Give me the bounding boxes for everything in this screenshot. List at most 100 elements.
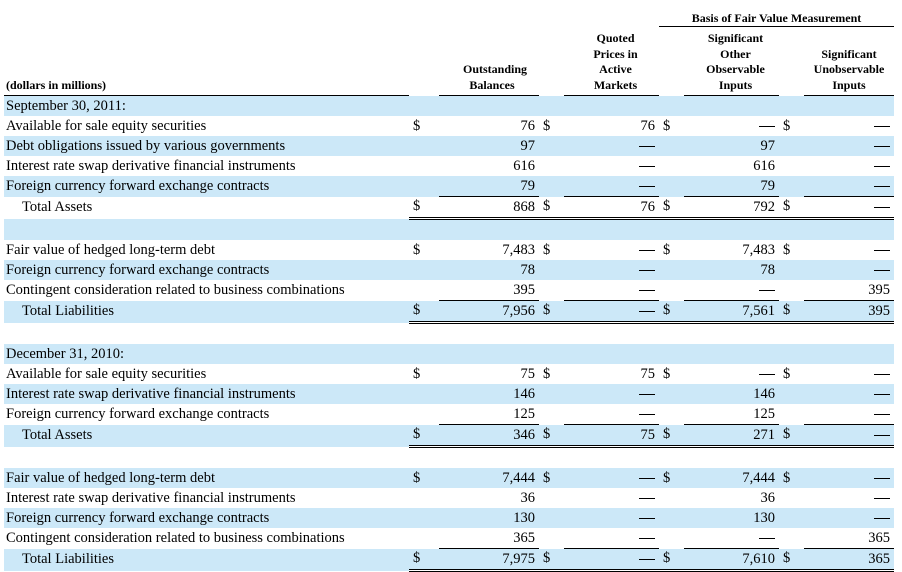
outstanding-value: 616: [513, 157, 535, 174]
observable-value: 146: [684, 384, 779, 404]
outstanding-value: 146: [439, 384, 539, 404]
table-row: Interest rate swap derivative financial …: [4, 384, 894, 404]
observable-value: 7,561: [684, 300, 779, 324]
currency-symbol: $: [779, 548, 804, 572]
row-label: Foreign currency forward exchange contra…: [4, 508, 409, 528]
nil-dash: [874, 125, 890, 127]
outstanding-value: 346: [439, 424, 539, 448]
unobservable-value: 395: [804, 280, 894, 301]
empty-cell: [409, 344, 439, 364]
currency-symbol: [409, 176, 439, 197]
quoted-value: [564, 548, 659, 572]
currency-symbol: [659, 508, 684, 528]
quoted-value: [564, 384, 659, 404]
currency-symbol: [409, 488, 439, 508]
currency-symbol: $: [409, 300, 439, 324]
currency-symbol: $: [779, 468, 804, 488]
currency-symbol: [659, 176, 684, 197]
table-row: Debt obligations issued by various gover…: [4, 136, 894, 156]
nil-dash: [639, 310, 655, 312]
nil-dash: [639, 477, 655, 479]
currency-symbol: [409, 136, 439, 156]
observable-value: 79: [684, 176, 779, 197]
currency-symbol: [539, 508, 564, 528]
nil-dash: [639, 185, 655, 187]
spacer-row: [4, 323, 894, 345]
unobservable-value: [804, 404, 894, 425]
unobservable-value: [804, 468, 894, 488]
currency-symbol: [779, 404, 804, 425]
currency-symbol: $: [779, 424, 804, 448]
spacer-cell: [4, 447, 409, 469]
table-row: Foreign currency forward exchange contra…: [4, 260, 894, 280]
unobservable-value: [804, 424, 894, 448]
nil-dash: [874, 373, 890, 375]
currency-symbol: [659, 488, 684, 508]
outstanding-value: 395: [439, 280, 539, 301]
spacer-cell: [4, 323, 409, 345]
empty-cell: [659, 344, 684, 364]
empty-cell: [684, 95, 779, 116]
unit-label: (dollars in millions): [6, 77, 107, 92]
table-row: Fair value of hedged long-term debt $7,44…: [4, 468, 894, 488]
row-label: Fair value of hedged long-term debt: [4, 468, 409, 488]
spacer-cell: [539, 218, 564, 240]
row-label: Fair value of hedged long-term debt: [6, 241, 215, 258]
outstanding-value: 7,444: [439, 468, 539, 488]
currency-symbol: [409, 384, 439, 404]
table-row: Available for sale equity securities $75 $…: [4, 364, 894, 384]
total-label: Total Liabilities: [4, 548, 409, 571]
empty-cell: [804, 95, 894, 116]
col-header-outstanding: Outstanding Balances: [463, 62, 528, 92]
spacer-cell: [804, 447, 894, 469]
observable-value: [684, 116, 779, 136]
row-label: Foreign currency forward exchange contra…: [6, 405, 270, 422]
currency-symbol: $: [783, 117, 791, 134]
nil-dash: [639, 165, 655, 167]
currency-symbol: [539, 384, 564, 404]
spacer-cell: [659, 218, 684, 240]
observable-value: 125: [684, 404, 779, 425]
currency-symbol: $: [659, 196, 684, 220]
currency-symbol: $: [663, 117, 671, 134]
quoted-value: [564, 508, 659, 528]
nil-dash: [874, 249, 890, 251]
currency-symbol: [659, 260, 684, 280]
quoted-value: 75: [640, 365, 656, 382]
unobservable-value: [804, 364, 894, 384]
nil-dash: [874, 477, 890, 479]
currency-symbol: $: [539, 424, 564, 448]
currency-symbol: $: [539, 196, 564, 220]
currency-symbol: [539, 488, 564, 508]
nil-dash: [639, 497, 655, 499]
nil-dash: [874, 165, 890, 167]
currency-symbol: $: [539, 468, 564, 488]
outstanding-value: 79: [439, 176, 539, 197]
currency-symbol: [779, 176, 804, 197]
nil-dash: [874, 413, 890, 415]
nil-dash: [639, 249, 655, 251]
observable-value: 271: [684, 424, 779, 448]
currency-symbol: [779, 528, 804, 549]
currency-symbol: $: [659, 424, 684, 448]
outstanding-value: 7,956: [439, 300, 539, 324]
currency-symbol: [659, 136, 684, 156]
total-row: Total Assets $346 $75 $271 $: [4, 424, 894, 448]
total-label: Total Assets: [22, 199, 93, 215]
outstanding-value: 868: [439, 196, 539, 220]
currency-symbol: $: [543, 365, 551, 382]
nil-dash: [874, 393, 890, 395]
currency-symbol: $: [779, 196, 804, 220]
currency-symbol: [539, 156, 564, 176]
currency-symbol: $: [659, 468, 684, 488]
empty-cell: [779, 344, 804, 364]
spacer-cell: [439, 447, 539, 469]
quoted-value: [564, 156, 659, 176]
observable-value: 7,610: [684, 548, 779, 572]
spacer-cell: [684, 323, 779, 345]
currency-symbol: [539, 136, 564, 156]
quoted-value: 75: [564, 424, 659, 448]
row-label: Available for sale equity securities: [6, 365, 207, 382]
nil-dash: [874, 185, 890, 187]
currency-symbol: $: [543, 241, 551, 258]
